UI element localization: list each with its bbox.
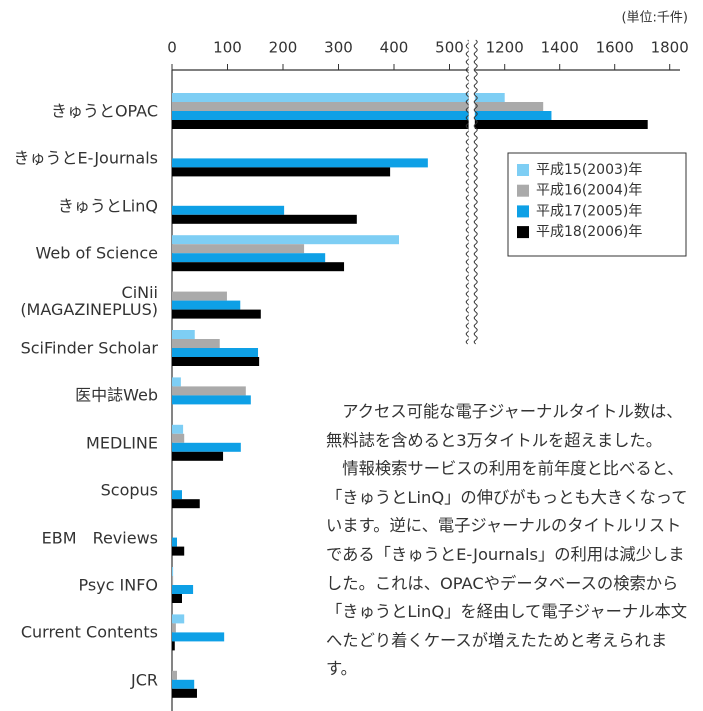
x-tick-label: 1200 — [486, 39, 524, 57]
x-tick-label: 500 — [435, 39, 464, 57]
y-tick-label: きゅうとE-Journals — [13, 148, 158, 168]
bar — [172, 262, 345, 272]
bar — [172, 641, 175, 651]
x-tick-label: 300 — [324, 39, 353, 57]
y-tick-label: Psyc INFO — [78, 575, 158, 595]
y-tick-label: SciFinder Scholar — [20, 338, 158, 358]
bar — [172, 576, 174, 585]
bar — [172, 111, 552, 120]
y-tick-label: JCR — [130, 670, 158, 690]
x-tick-label: 200 — [269, 39, 298, 57]
bar — [172, 537, 177, 547]
y-tick-label: MEDLINE — [86, 433, 158, 453]
bar — [172, 585, 194, 594]
legend-swatch — [517, 184, 529, 197]
bar — [172, 623, 176, 633]
legend-label: 平成17(2005)年 — [536, 203, 642, 219]
y-tick-label: きゅうとOPAC — [50, 101, 158, 121]
break-gap — [468, 40, 475, 340]
bar — [172, 395, 251, 405]
y-tick-label: Current Contents — [20, 622, 158, 642]
bar — [172, 348, 259, 357]
bar — [172, 357, 260, 366]
bar — [172, 291, 227, 301]
legend-swatch — [517, 164, 529, 176]
bar — [172, 424, 184, 434]
bar — [172, 300, 241, 310]
x-tick-label: 1600 — [596, 39, 634, 57]
bar — [172, 442, 241, 452]
bar — [172, 688, 197, 698]
paragraph: アクセス可能な電子ジャーナルタイトル数は、無料誌を含めると3万タイトルを超えまし… — [326, 402, 683, 450]
legend-swatch — [517, 226, 529, 239]
y-tick-label: EBM Reviews — [41, 528, 158, 548]
y-tick-label: 医中誌Web — [75, 385, 158, 405]
bar — [172, 330, 195, 339]
legend-box — [507, 152, 687, 257]
y-tick-label: Web of Science — [35, 243, 159, 263]
bar — [172, 93, 505, 102]
paragraph: 情報検索サービスの利用を前年度と比べると、「きゅうとLinQ」の伸びがもっとも大… — [326, 459, 688, 679]
bar — [172, 679, 195, 689]
bar — [172, 377, 181, 387]
bar — [172, 120, 648, 129]
bar — [172, 205, 285, 215]
x-tick-label: 0 — [167, 39, 177, 57]
y-tick-label: きゅうとLinQ — [57, 196, 158, 216]
bar — [172, 451, 224, 461]
bar — [172, 235, 399, 245]
bar — [172, 490, 182, 500]
bar — [172, 499, 200, 509]
bar — [172, 433, 185, 443]
axis-break — [473, 39, 478, 345]
bar — [172, 614, 185, 624]
unit-label: (単位:千件) — [621, 10, 688, 26]
x-tick-label: 100 — [213, 39, 242, 57]
legend-label: 平成15(2003)年 — [536, 162, 642, 178]
y-tick-label: Scopus — [100, 480, 158, 500]
bar — [172, 567, 174, 576]
x-tick-label: 1400 — [541, 39, 579, 57]
legend-swatch — [517, 205, 529, 218]
bar — [172, 309, 261, 319]
bar — [172, 632, 225, 642]
bar — [172, 546, 185, 556]
legend-label: 平成18(2006)年 — [536, 224, 642, 240]
legend-label: 平成16(2004)年 — [536, 183, 642, 199]
bar — [172, 339, 220, 348]
x-tick-label: 400 — [380, 39, 409, 57]
bar — [172, 158, 428, 168]
bar — [172, 167, 391, 177]
x-tick-label: 1800 — [651, 39, 689, 57]
bar — [172, 102, 544, 111]
y-tick-label: CiNii (MAGAZINEPLUS) — [20, 282, 158, 319]
bar — [172, 244, 305, 254]
bar — [172, 253, 326, 263]
bar — [172, 214, 357, 224]
body-text: アクセス可能な電子ジャーナルタイトル数は、無料誌を含めると3万タイトルを超えまし… — [326, 398, 692, 684]
bar — [172, 594, 182, 603]
bar — [172, 386, 246, 396]
bar — [172, 670, 177, 680]
